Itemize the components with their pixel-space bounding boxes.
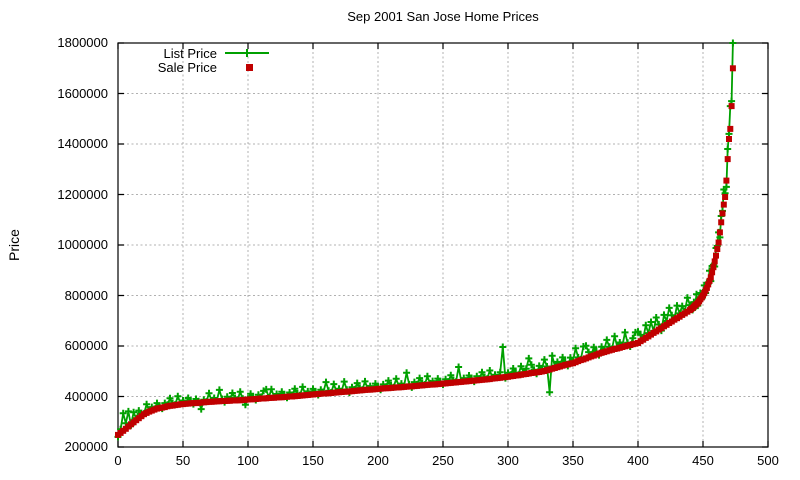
sale-price-marker [719,210,726,217]
y-tick-label: 1200000 [57,186,108,202]
legend-item-sale-price: Sale Price [118,59,275,75]
y-tick-label: 1600000 [57,85,108,101]
x-tick-label: 100 [237,453,259,468]
y-tick-label: 800000 [64,287,108,303]
plus-marker-icon [246,49,248,57]
sale-price-marker [726,136,732,142]
x-tick-label: 250 [432,453,454,468]
sale-price-square-icon [223,60,275,74]
sale-price-marker [715,239,722,246]
legend: List Price Sale Price [118,45,275,75]
list-price-line-cross-icon [223,46,275,60]
sale-price-marker [728,103,735,110]
sale-price-marker [713,252,719,259]
y-tick-label: 1400000 [57,136,108,151]
sale-price-marker [718,219,725,226]
x-tick-label: 200 [367,453,389,468]
x-tick-label: 150 [302,453,324,468]
sale-price-marker [709,269,716,276]
x-tick-label: 500 [757,453,779,468]
y-tick-label: 200000 [64,439,108,454]
sale-price-marker [724,156,731,163]
sale-price-marker [705,281,712,288]
sale-price-marker [707,274,714,281]
sale-price-marker [716,229,723,236]
y-tick-label: 1800000 [57,35,108,50]
sale-price-marker [706,277,713,284]
list-price-line [117,42,734,438]
square-marker-icon [245,63,253,71]
sale-price-marker [710,264,717,271]
x-tick-label: 350 [562,453,584,468]
sale-price-marker [711,258,718,265]
axis-ticks [117,42,769,448]
legend-item-list-price: List Price [118,45,275,61]
x-tick-label: 450 [692,453,714,468]
sale-price-marker [722,194,729,200]
sale-price-marker [714,246,721,252]
legend-label-list-price: List Price [163,45,217,61]
x-tick-label: 300 [497,453,519,468]
x-tick-label: 400 [627,453,649,468]
sale-price-marker [727,125,734,132]
chart-title: Sep 2001 San Jose Home Prices [347,9,539,24]
x-tick-label: 50 [175,453,191,468]
y-tick-label: 600000 [64,338,108,353]
sale-price-marker [729,65,736,72]
y-tick-label: 400000 [64,388,108,404]
legend-label-sale-price: Sale Price [157,59,217,75]
sale-price-marker [723,177,730,184]
x-tick-label: 0 [114,453,122,468]
y-tick-label: 1000000 [57,237,108,252]
sale-price-marker [720,201,727,208]
sale-price-marker [703,284,710,291]
